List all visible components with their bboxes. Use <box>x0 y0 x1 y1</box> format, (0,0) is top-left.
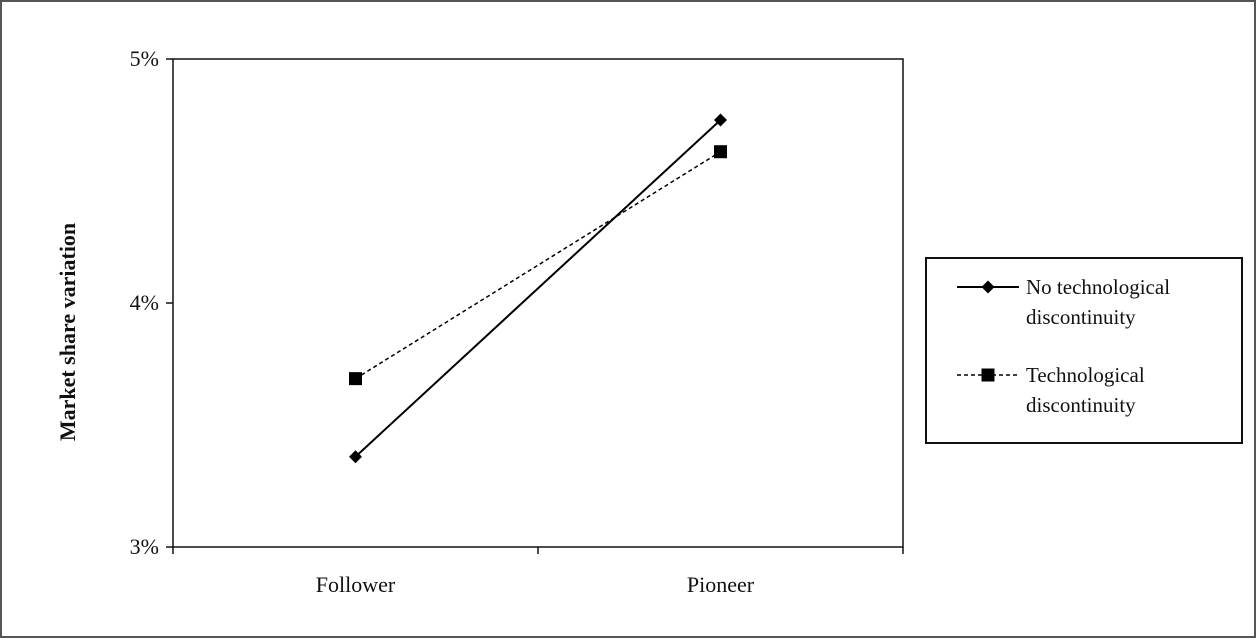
x-tick-label: Pioneer <box>687 572 755 597</box>
series-group <box>349 113 727 464</box>
legend-label: discontinuity <box>1026 305 1136 329</box>
legend-item-1: No technological discontinuity <box>957 275 1170 329</box>
legend-label: No technological <box>1026 275 1170 299</box>
series-1 <box>349 113 727 464</box>
data-point <box>349 450 362 464</box>
axes <box>172 58 904 548</box>
y-tick-label: 3% <box>130 534 159 559</box>
legend-marker <box>981 368 995 382</box>
series-line <box>354 119 722 458</box>
legend-label: Technological <box>1026 363 1145 387</box>
y-tick-label: 4% <box>130 290 159 315</box>
data-point <box>714 145 727 159</box>
data-point <box>349 372 362 386</box>
series-2 <box>349 145 727 386</box>
plot-area-border <box>172 58 904 548</box>
y-tick-label: 5% <box>130 46 159 71</box>
data-point <box>714 113 727 127</box>
legend: No technologicaldiscontinuityTechnologic… <box>925 257 1243 444</box>
x-tick-label: Follower <box>316 572 396 597</box>
series-line <box>355 151 721 380</box>
y-axis-label: Market share variation <box>55 223 80 441</box>
legend-marker <box>981 280 995 294</box>
legend-item-2: Technological discontinuity <box>957 363 1145 417</box>
ticks: 3% 4% 5% Follower Pioneer <box>130 46 904 597</box>
legend-box <box>925 257 1243 444</box>
legend-label: discontinuity <box>1026 393 1136 417</box>
